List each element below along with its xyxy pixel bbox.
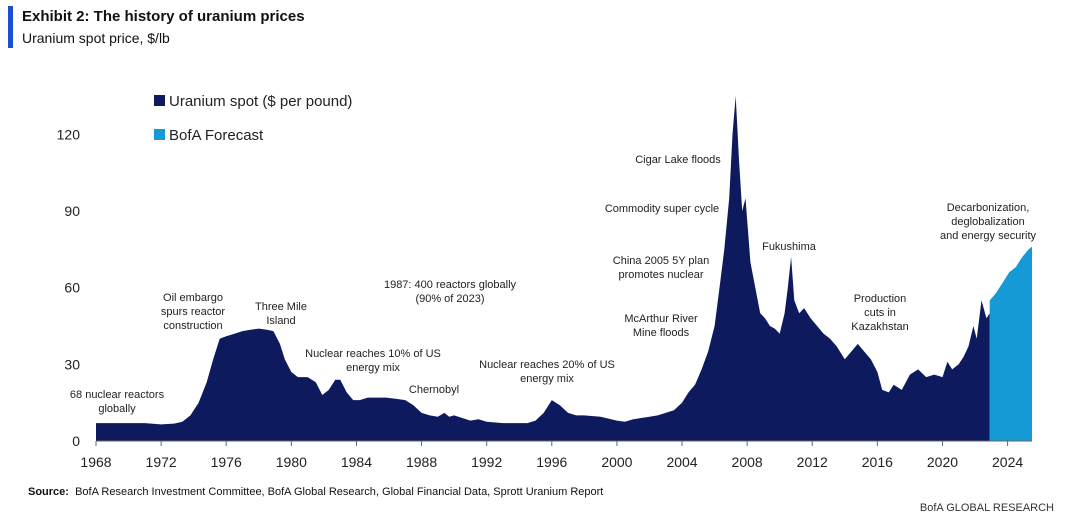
x-tick-label: 1984 <box>341 454 372 470</box>
annotation-label: Oil embargo spurs reactor construction <box>161 292 226 332</box>
annotation-label: China 2005 5Y plan promotes nuclear <box>613 255 709 281</box>
x-tick-label: 1968 <box>80 454 111 470</box>
annotation-label: Chernobyl <box>409 384 459 396</box>
annotation-label: Decarbonization, deglobalization and energ… <box>940 202 1036 242</box>
bofa-forecast-area <box>989 246 1032 441</box>
y-tick-label: 90 <box>64 203 80 219</box>
y-tick-label: 30 <box>64 356 80 372</box>
x-tick-label: 2016 <box>862 454 893 470</box>
source-note: Source: BofA Research Investment Committ… <box>28 486 603 498</box>
chart-subtitle: Uranium spot price, $/lb <box>22 30 170 46</box>
x-tick-label: 2004 <box>666 454 697 470</box>
x-tick-label: 1980 <box>276 454 307 470</box>
annotation-label: Fukushima <box>762 241 817 253</box>
title-accent-bar <box>8 6 13 48</box>
x-tick-label: 2000 <box>601 454 632 470</box>
x-axis: 1968 1972 1976 1980 1984 1988 1992 1996 2000 2004… <box>80 440 1032 470</box>
annotation-label: Production cuts in Kazakhstan <box>851 293 908 333</box>
x-tick-label: 2008 <box>732 454 763 470</box>
annotation-label: Cigar Lake floods <box>635 154 721 166</box>
y-axis: 0 30 60 90 120 <box>57 126 81 449</box>
annotations: 68 nuclear reactors globally Oil embargo sp… <box>70 154 1037 415</box>
annotation-label: Nuclear reaches 20% of US energy mix <box>479 359 615 385</box>
uranium-spot-area <box>96 96 990 441</box>
annotation-label: Three Mile Island <box>255 301 307 327</box>
annotation-label: McArthur River Mine floods <box>624 313 698 339</box>
x-tick-label: 2024 <box>992 454 1023 470</box>
source-label: Source: <box>28 486 69 498</box>
legend-label: Uranium spot ($ per pound) <box>169 93 352 110</box>
x-tick-label: 1976 <box>211 454 242 470</box>
legend: Uranium spot ($ per pound) BofA Forecast <box>154 93 352 144</box>
y-tick-label: 0 <box>72 433 80 449</box>
annotation-label: 68 nuclear reactors globally <box>70 389 165 415</box>
y-tick-label: 120 <box>57 126 81 142</box>
annotation-label: 1987: 400 reactors globally (90% of 2023) <box>384 279 517 305</box>
y-tick-label: 60 <box>64 280 80 296</box>
x-tick-label: 1988 <box>406 454 437 470</box>
x-tick-label: 1992 <box>471 454 502 470</box>
chart-areas <box>96 96 1032 441</box>
legend-swatch <box>154 95 165 106</box>
brand-footer: BofA GLOBAL RESEARCH <box>919 502 1054 514</box>
annotation-label: Nuclear reaches 10% of US energy mix <box>305 348 441 374</box>
legend-swatch <box>154 129 165 140</box>
x-tick-label: 1996 <box>536 454 567 470</box>
annotation-label: Commodity super cycle <box>605 203 719 215</box>
x-tick-label: 2020 <box>927 454 958 470</box>
legend-label: BofA Forecast <box>169 127 264 144</box>
chart-title: Exhibit 2: The history of uranium prices <box>22 8 305 25</box>
source-text: BofA Research Investment Committee, BofA… <box>75 486 604 498</box>
x-tick-label: 1972 <box>146 454 177 470</box>
x-tick-label: 2012 <box>797 454 828 470</box>
